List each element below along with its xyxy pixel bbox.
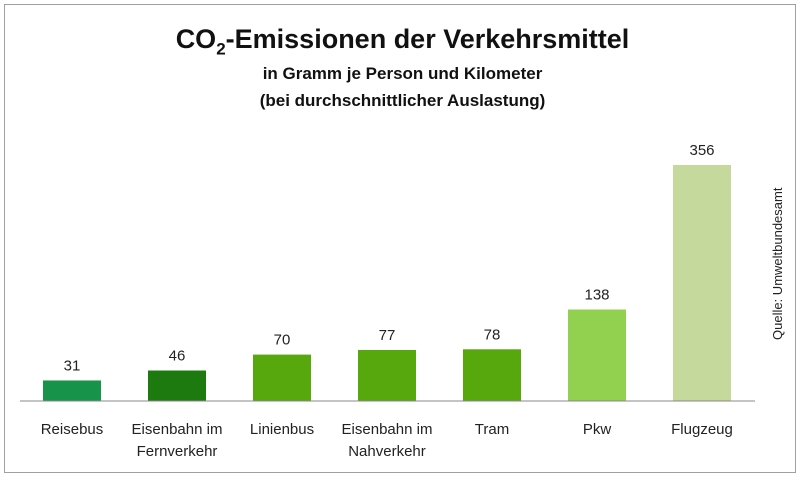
bar	[358, 349, 416, 401]
data-label: 70	[274, 332, 291, 349]
chart-frame	[4, 4, 796, 473]
x-tick-label: Pkw	[583, 421, 612, 438]
data-label: 77	[379, 327, 396, 344]
chart-subtitle-2: (bei durchschnittlicher Auslastung)	[259, 91, 546, 110]
title-prefix: CO	[175, 24, 217, 54]
x-tick-label: Flugzeug	[671, 421, 733, 438]
bar	[673, 165, 731, 401]
x-tick-label: Fernverkehr	[137, 443, 218, 460]
data-label: 138	[584, 287, 609, 304]
bar	[148, 370, 206, 401]
data-label: 46	[169, 348, 186, 365]
x-tick-label: Eisenbahn im	[342, 421, 433, 438]
x-tick-label: Nahverkehr	[348, 443, 426, 460]
chart-subtitle-1: in Gramm je Person und Kilometer	[262, 64, 543, 83]
bar	[568, 309, 626, 401]
x-tick-label: Eisenbahn im	[132, 421, 223, 438]
title-subscript: 2	[216, 39, 226, 59]
data-label: 31	[64, 357, 81, 374]
title-suffix: -Emissionen der Verkehrsmittel	[225, 24, 630, 54]
x-tick-label: Reisebus	[41, 421, 104, 438]
data-label: 78	[484, 326, 501, 343]
bar	[43, 380, 101, 401]
data-label: 356	[689, 142, 714, 159]
x-tick-label: Tram	[475, 421, 509, 438]
x-tick-label: Linienbus	[250, 421, 314, 438]
bar	[463, 349, 521, 401]
chart-title: CO2-Emissionen der Verkehrsmittel	[0, 24, 805, 59]
bar	[253, 354, 311, 401]
